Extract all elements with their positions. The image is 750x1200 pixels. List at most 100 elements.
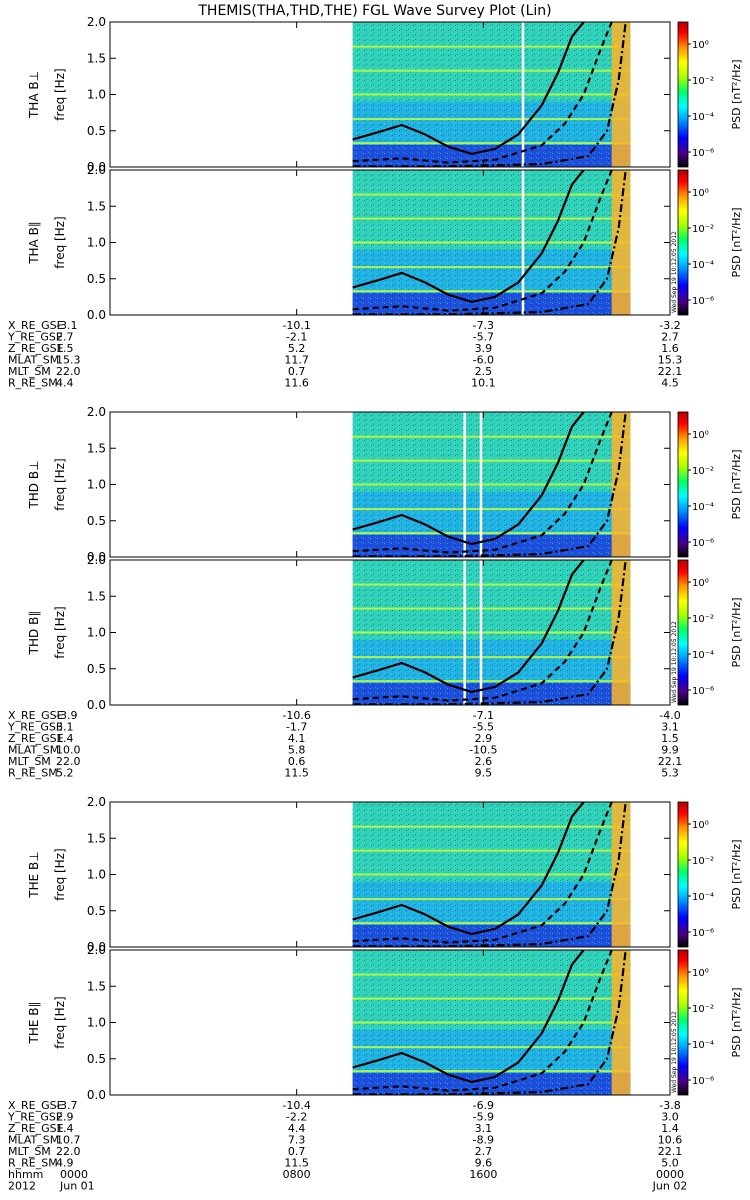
gyrofrequency-curve-fce_half bbox=[352, 949, 613, 1092]
gyrofrequency-curve-fce bbox=[352, 169, 585, 304]
orbit-value: 22.0 bbox=[56, 365, 81, 378]
orbit-row-label: MLAT_SM bbox=[8, 1134, 59, 1147]
orbit-value: 7.3 bbox=[288, 1134, 306, 1147]
y-tick-label: 0.0 bbox=[87, 308, 106, 322]
start-date-label: Jun 01 bbox=[59, 1180, 95, 1193]
orbit-value: 5.2 bbox=[288, 342, 306, 355]
y-tick-label: 1.0 bbox=[87, 236, 106, 250]
orbit-value: -2.1 bbox=[286, 331, 307, 344]
orbit-value: 11.6 bbox=[284, 377, 309, 390]
spectrogram-panel: 0.0 0.5 1.0 1.5 2.0 THE B⊥ freq [Hz] 10⁰ 10⁻² 10⁻… bbox=[27, 795, 743, 954]
probe-group-the: 0.0 0.5 1.0 1.5 2.0 THE B⊥ freq [Hz] 10⁰ 10⁻² 10⁻… bbox=[7, 795, 743, 1170]
timestamp-stamp: Wed Sep 19 10:12:05 2012 bbox=[671, 621, 678, 703]
orbit-value: -4.0 bbox=[659, 709, 680, 722]
y-tick-label: 1.0 bbox=[87, 478, 106, 492]
colorbar bbox=[677, 411, 689, 558]
orbit-value: 0.7 bbox=[288, 365, 306, 378]
colorbar-label: PSD [nT²/Hz] bbox=[730, 207, 743, 277]
orbit-row-label: R_RE_SM bbox=[8, 767, 58, 780]
orbit-value: 22.1 bbox=[658, 755, 683, 768]
panel-label: THD B⊥ bbox=[27, 460, 41, 509]
orbit-value: -7.3 bbox=[473, 319, 494, 332]
orbit-value: 22.1 bbox=[658, 365, 683, 378]
figure-title: THEMIS(THA,THD,THE) FGL Wave Survey Plot… bbox=[197, 3, 551, 19]
y-tick-label: 0.0 bbox=[87, 160, 106, 174]
time-tick-label: 1600 bbox=[469, 1168, 497, 1181]
y-tick-label: 1.5 bbox=[87, 979, 106, 993]
y-tick-label: 1.0 bbox=[87, 626, 106, 640]
panel-label: THA B⊥ bbox=[27, 71, 41, 119]
timestamp-stamp: Wed Sep 19 10:12:05 2012 bbox=[671, 231, 678, 313]
y-tick-label: 1.5 bbox=[87, 51, 106, 65]
orbit-value: 5.8 bbox=[288, 744, 306, 757]
orbit-value: 3.1 bbox=[56, 721, 74, 734]
orbit-value: 10.0 bbox=[56, 744, 81, 757]
gyrofrequency-curve-fce_tenth bbox=[352, 559, 627, 706]
y-tick-label: 0.5 bbox=[87, 124, 106, 138]
y-tick-label: 0.5 bbox=[87, 662, 106, 676]
colorbar-tick-label: 10⁻⁴ bbox=[692, 1040, 714, 1051]
y-tick-label: 2.0 bbox=[87, 943, 106, 957]
colorbar bbox=[677, 559, 689, 706]
orbit-value: 11.5 bbox=[284, 767, 309, 780]
orbit-value: 2.7 bbox=[661, 331, 679, 344]
colorbar bbox=[677, 949, 689, 1096]
orbit-row-label: Z_RE_GSE bbox=[8, 732, 64, 745]
orbit-value: -3.1 bbox=[56, 319, 77, 332]
y-tick-label: 2.0 bbox=[87, 795, 106, 809]
orbit-value: -8.9 bbox=[473, 1134, 494, 1147]
colorbar-tick-label: 10⁻⁶ bbox=[692, 538, 714, 549]
y-axis-label: freq [Hz] bbox=[53, 996, 67, 1048]
y-tick-label: 1.5 bbox=[87, 589, 106, 603]
orbit-value: -5.5 bbox=[473, 721, 494, 734]
colorbar-tick-label: 10⁰ bbox=[692, 578, 709, 589]
orbit-value: 2.7 bbox=[475, 1145, 493, 1158]
y-tick-label: 0.0 bbox=[87, 940, 106, 954]
orbit-value: 0.6 bbox=[288, 755, 306, 768]
colorbar-label: PSD [nT²/Hz] bbox=[730, 59, 743, 129]
spectrogram-panel: 0.0 0.5 1.0 1.5 2.0 THE B∥ freq [Hz] 10⁰ 10⁻² 10⁻… bbox=[27, 943, 743, 1102]
orbit-value: 1.5 bbox=[661, 732, 679, 745]
y-tick-label: 1.0 bbox=[87, 868, 106, 882]
colorbar-label: PSD [nT²/Hz] bbox=[730, 839, 743, 909]
high-power-band bbox=[611, 412, 631, 557]
y-tick-label: 1.0 bbox=[87, 88, 106, 102]
orbit-value: -10.6 bbox=[282, 709, 310, 722]
orbit-value: -10.4 bbox=[282, 1099, 310, 1112]
orbit-value: 5.0 bbox=[661, 1157, 679, 1170]
time-row-label: hhmm bbox=[8, 1168, 43, 1181]
gyrofrequency-curve-fce bbox=[352, 801, 585, 936]
panel-label: THA B∥ bbox=[27, 221, 41, 265]
orbit-value: 22.0 bbox=[56, 755, 81, 768]
gyrofrequency-curve-fce_tenth bbox=[352, 21, 627, 168]
orbit-row-label: X_RE_GSE bbox=[8, 319, 64, 332]
y-axis-label: freq [Hz] bbox=[53, 848, 67, 900]
orbit-row-label: R_RE_SM bbox=[8, 1157, 58, 1170]
colorbar-tick-label: 10⁰ bbox=[692, 430, 709, 441]
orbit-row-label: Z_RE_GSE bbox=[8, 1122, 64, 1135]
orbit-row-label: MLT_SM bbox=[8, 755, 51, 768]
gyrofrequency-curve-fce_half bbox=[352, 411, 613, 554]
orbit-value: -1.7 bbox=[286, 721, 307, 734]
orbit-value: -5.7 bbox=[473, 331, 494, 344]
colorbar bbox=[677, 21, 689, 168]
y-tick-label: 0.0 bbox=[87, 550, 106, 564]
colorbar-tick-label: 10⁰ bbox=[692, 40, 709, 51]
gyrofrequency-curve-fce_tenth bbox=[352, 411, 627, 558]
high-power-band bbox=[611, 560, 631, 705]
orbit-row-label: X_RE_GSE bbox=[8, 709, 64, 722]
gyrofrequency-curve-fce_half bbox=[352, 559, 613, 702]
end-date-label: Jun 02 bbox=[652, 1180, 688, 1193]
colorbar-tick-label: 10⁻² bbox=[692, 76, 714, 87]
orbit-value: 1.4 bbox=[56, 1122, 74, 1135]
orbit-value: -6.9 bbox=[473, 1099, 494, 1112]
orbit-value: 2.7 bbox=[56, 331, 74, 344]
orbit-value: 2.5 bbox=[475, 365, 493, 378]
orbit-value: -3.8 bbox=[659, 1099, 680, 1112]
probe-group-tha: 0.0 0.5 1.0 1.5 2.0 THA B⊥ freq [Hz] 10⁰ 10⁻² 10⁻… bbox=[7, 15, 743, 390]
colorbar-tick-label: 10⁻² bbox=[692, 856, 714, 867]
gyrofrequency-curve-fce_tenth bbox=[352, 801, 627, 948]
y-tick-label: 2.0 bbox=[87, 163, 106, 177]
time-tick-label: 0000 bbox=[60, 1168, 88, 1181]
